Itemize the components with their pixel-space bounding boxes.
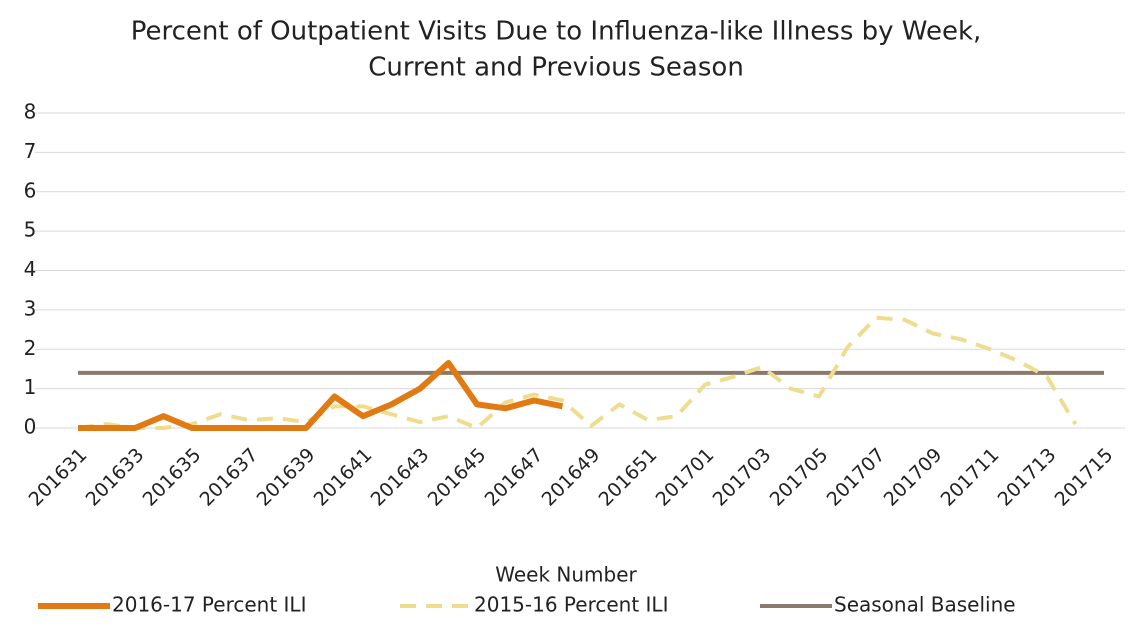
y-tick-label: 6 [24,178,37,202]
series-line [77,315,1078,430]
x-tick-label: 201643 [367,444,434,511]
series-line [78,360,564,431]
y-tick-label: 7 [24,139,37,163]
chart-title: Percent of Outpatient Visits Due to Infl… [131,17,982,47]
legend-label: Seasonal Baseline [834,593,1016,617]
x-tick-label: 201707 [823,444,890,511]
x-axis-title: Week Number [495,563,637,587]
legend-label: 2016-17 Percent ILI [112,593,306,617]
x-tick-label: 201715 [1051,444,1118,511]
y-tick-label: 2 [24,336,37,360]
x-tick-label: 201713 [994,444,1061,511]
x-tick-label: 201703 [709,444,776,511]
x-tick-label: 201635 [139,444,206,511]
y-tick-label: 8 [24,100,37,124]
y-tick-label: 1 [24,375,37,399]
y-tick-label: 5 [24,218,37,242]
x-tick-label: 201631 [25,444,92,511]
x-tick-label: 201705 [766,444,833,511]
chart-title: Current and Previous Season [368,53,744,83]
x-tick-label: 201651 [595,444,662,511]
x-tick-label: 201639 [253,444,320,511]
legend-label: 2015-16 Percent ILI [474,593,668,617]
x-tick-label: 201637 [196,444,263,511]
x-tick-label: 201633 [82,444,149,511]
x-tick-label: 201641 [310,444,377,511]
y-tick-label: 4 [24,257,37,281]
y-tick-label: 3 [24,296,37,320]
x-tick-label: 201645 [424,444,491,511]
x-tick-label: 201647 [481,444,548,511]
x-tick-label: 201701 [652,444,719,511]
x-tick-label: 201649 [538,444,605,511]
x-tick-label: 201711 [937,444,1004,511]
x-tick-label: 201709 [880,444,947,511]
y-tick-label: 0 [24,415,37,439]
